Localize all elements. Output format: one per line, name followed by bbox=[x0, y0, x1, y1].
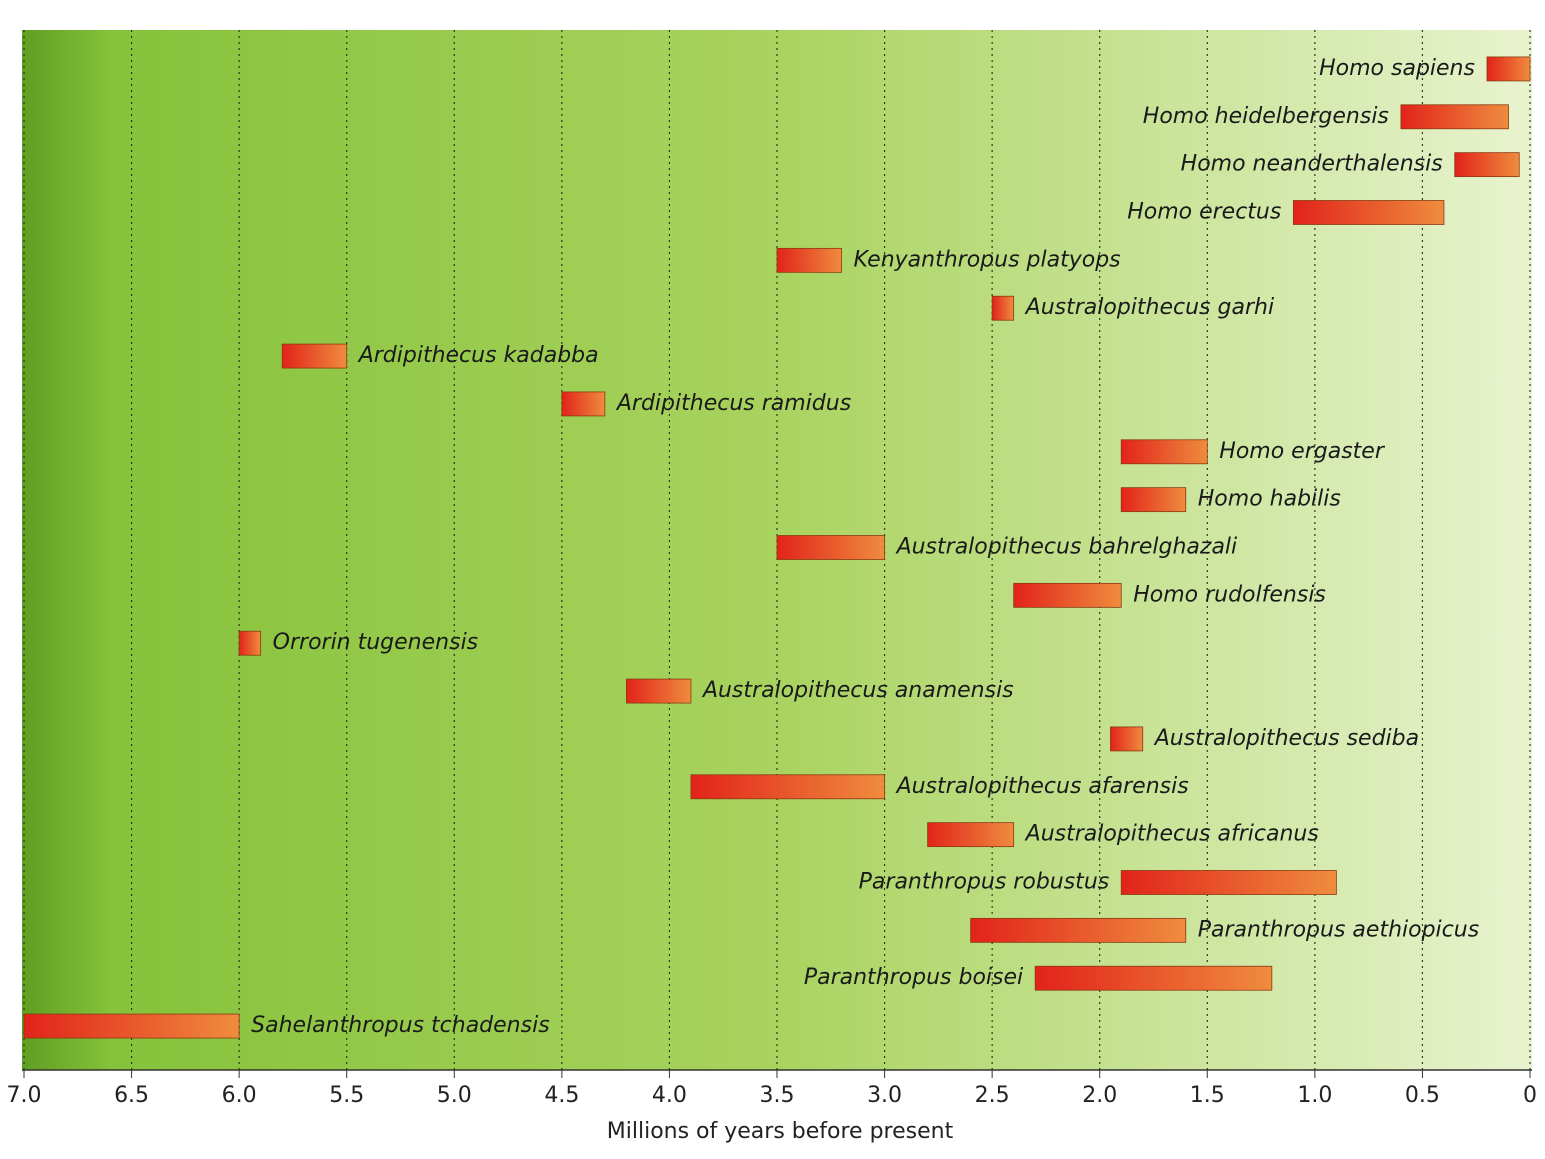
range-bar bbox=[1013, 582, 1122, 608]
range-bar bbox=[690, 774, 885, 800]
x-tick-label: 1.0 bbox=[1297, 1083, 1332, 1108]
range-bar bbox=[23, 1013, 240, 1039]
x-tick-label: 3.5 bbox=[760, 1083, 795, 1108]
species-label: Ardipithecus ramidus bbox=[615, 391, 851, 416]
species-label: Homo erectus bbox=[1127, 200, 1281, 225]
x-tick-label: 1.5 bbox=[1190, 1083, 1225, 1108]
range-bar bbox=[1120, 487, 1187, 513]
range-bar bbox=[626, 678, 692, 704]
species-label: Homo rudolfensis bbox=[1133, 582, 1326, 607]
range-bar bbox=[1120, 439, 1208, 465]
species-label: Homo neanderthalensis bbox=[1181, 152, 1443, 177]
species-label: Paranthropus boisei bbox=[804, 965, 1023, 990]
species-label: Homo heidelbergensis bbox=[1143, 104, 1389, 129]
species-label: Homo ergaster bbox=[1219, 439, 1386, 464]
x-tick-label: 4.5 bbox=[544, 1083, 579, 1108]
species-label: Australopithecus anamensis bbox=[701, 678, 1014, 703]
x-tick-label: 4.0 bbox=[652, 1083, 687, 1108]
x-axis-label: Millions of years before present bbox=[607, 1119, 954, 1144]
x-tick-label: 5.0 bbox=[437, 1083, 472, 1108]
species-label: Australopithecus afarensis bbox=[895, 774, 1189, 799]
species-label: Australopithecus sediba bbox=[1153, 726, 1419, 751]
species-label: Orrorin tugenensis bbox=[273, 630, 479, 655]
range-bar bbox=[1486, 56, 1531, 82]
species-label: Paranthropus robustus bbox=[859, 870, 1110, 895]
range-bar bbox=[970, 917, 1187, 943]
range-bar bbox=[281, 343, 348, 369]
x-tick-label: 0 bbox=[1523, 1083, 1537, 1108]
species-label: Australopithecus africanus bbox=[1024, 822, 1319, 847]
range-bar bbox=[1120, 870, 1337, 895]
x-tick-label: 2.0 bbox=[1082, 1083, 1117, 1108]
range-bar bbox=[1400, 104, 1509, 130]
range-bar bbox=[238, 630, 262, 656]
range-bar bbox=[1454, 152, 1520, 178]
range-bar bbox=[927, 822, 1015, 848]
x-tick-label: 6.5 bbox=[114, 1083, 149, 1108]
range-bar bbox=[1034, 965, 1273, 991]
species-label: Homo habilis bbox=[1198, 487, 1341, 512]
species-label: Paranthropus aethiopicus bbox=[1198, 917, 1479, 942]
range-bar bbox=[991, 295, 1015, 321]
x-tick-label: 3.0 bbox=[867, 1083, 902, 1108]
range-bar bbox=[776, 247, 842, 273]
range-bar bbox=[1292, 200, 1445, 225]
species-label: Australopithecus bahrelghazali bbox=[895, 535, 1238, 560]
x-tick-label: 7.0 bbox=[7, 1083, 42, 1108]
species-label: Sahelanthropus tchadensis bbox=[251, 1013, 550, 1038]
x-tick-label: 2.5 bbox=[975, 1083, 1010, 1108]
x-tick-label: 0.5 bbox=[1405, 1083, 1440, 1108]
range-bar bbox=[1110, 726, 1144, 752]
range-bar bbox=[561, 391, 606, 417]
species-label: Ardipithecus kadabba bbox=[357, 343, 599, 368]
x-tick-label: 6.0 bbox=[222, 1083, 257, 1108]
x-tick-label: 5.5 bbox=[329, 1083, 364, 1108]
range-bar bbox=[776, 535, 885, 560]
species-label: Homo sapiens bbox=[1319, 56, 1475, 81]
species-label: Australopithecus garhi bbox=[1024, 295, 1274, 320]
species-label: Kenyanthropus platyops bbox=[854, 247, 1121, 272]
